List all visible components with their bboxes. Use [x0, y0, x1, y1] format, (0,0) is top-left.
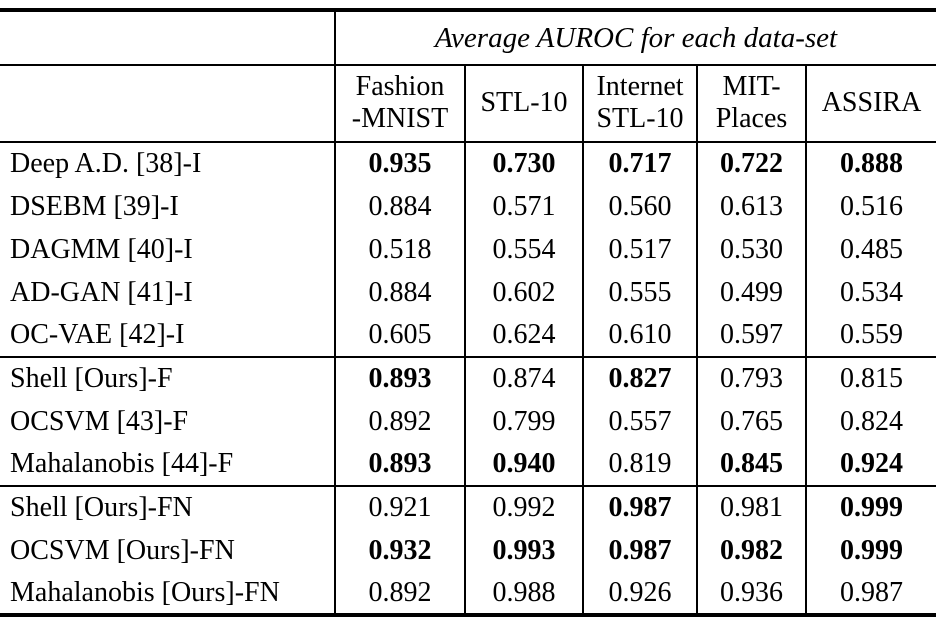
value-cell: 0.717	[582, 142, 697, 185]
value-cell: 0.893	[334, 443, 465, 486]
value-cell: 0.613	[696, 185, 806, 228]
row-group-image-space-methods: Deep A.D. [38]-I 0.935 0.730 0.717 0.722 0.88…	[0, 142, 936, 357]
row-label-shell-ours-fn: Shell [Ours]-FN	[10, 492, 193, 523]
value-cell: 0.571	[464, 185, 583, 228]
value-cell: 0.799	[464, 400, 583, 443]
value-cell: 0.554	[464, 228, 583, 271]
value-cell: 0.555	[582, 271, 697, 314]
column-header-row: Fashion -MNIST STL-10 Internet STL-10 MIT- …	[0, 65, 936, 143]
value-cell: 0.518	[334, 228, 465, 271]
value-cell: 0.940	[464, 443, 583, 486]
value-cell: 0.516	[804, 185, 936, 228]
value-cell: 0.999	[804, 529, 936, 572]
row-label-dsebm-39-i: DSEBM [39]-I	[10, 190, 179, 222]
value-cell: 0.999	[804, 486, 936, 529]
value-cell: 0.559	[804, 314, 936, 357]
column-header-fashion-mnist: Fashion -MNIST	[334, 65, 465, 143]
value-cell: 0.884	[334, 271, 465, 314]
table-row: DAGMM [40]-I 0.518 0.554 0.517 0.530 0.485	[0, 228, 936, 271]
column-header-assira: ASSIRA	[804, 65, 936, 143]
corner-cell	[0, 10, 335, 66]
column-header-mit-places: MIT- Places	[696, 65, 806, 143]
value-cell: 0.993	[464, 529, 583, 572]
row-label-ad-gan-41-i: AD-GAN [41]-I	[10, 276, 193, 308]
row-label-mahalanobis-44-f: Mahalanobis [44]-F	[10, 448, 234, 479]
row-group-feature-norm-methods: Shell [Ours]-FN 0.921 0.992 0.987 0.981 0.999…	[0, 486, 936, 615]
value-cell: 0.893	[334, 357, 465, 400]
value-cell: 0.892	[334, 572, 465, 615]
column-header-stl-10: STL-10	[464, 65, 583, 143]
value-cell: 0.924	[804, 443, 936, 486]
row-label-oc-vae-42-i: OC-VAE [42]-I	[10, 319, 185, 350]
value-cell: 0.517	[582, 228, 697, 271]
value-cell: 0.597	[696, 314, 806, 357]
value-cell: 0.819	[582, 443, 697, 486]
value-cell: 0.992	[464, 486, 583, 529]
value-cell: 0.499	[696, 271, 806, 314]
value-cell: 0.892	[334, 400, 465, 443]
value-cell: 0.560	[582, 185, 697, 228]
value-cell: 0.981	[696, 486, 806, 529]
value-cell: 0.827	[582, 357, 697, 400]
table-row: Mahalanobis [Ours]-FN 0.892 0.988 0.926 0.93…	[0, 572, 936, 615]
value-cell: 0.935	[334, 142, 465, 185]
table-row: OC-VAE [42]-I 0.605 0.624 0.610 0.597 0.559	[0, 314, 936, 357]
value-cell: 0.824	[804, 400, 936, 443]
value-cell: 0.888	[804, 142, 936, 185]
value-cell: 0.987	[582, 529, 697, 572]
value-cell: 0.557	[582, 400, 697, 443]
value-cell: 0.936	[696, 572, 806, 615]
value-cell: 0.730	[464, 142, 583, 185]
value-cell: 0.988	[464, 572, 583, 615]
table-row: OCSVM [Ours]-FN 0.932 0.993 0.987 0.982 0.999	[0, 529, 936, 572]
row-label-shell-ours-f: Shell [Ours]-F	[10, 363, 173, 394]
value-cell: 0.793	[696, 357, 806, 400]
table-row: Shell [Ours]-FN 0.921 0.992 0.987 0.981 0.999	[0, 486, 936, 529]
value-cell: 0.987	[582, 486, 697, 529]
value-cell: 0.485	[804, 228, 936, 271]
table-row: AD-GAN [41]-I 0.884 0.602 0.555 0.499 0.534	[0, 271, 936, 314]
table-row: Shell [Ours]-F 0.893 0.874 0.827 0.793 0.815	[0, 357, 936, 400]
value-cell: 0.624	[464, 314, 583, 357]
table-row: Deep A.D. [38]-I 0.935 0.730 0.717 0.722 0.88…	[0, 142, 936, 185]
row-label-ocsvm-43-f: OCSVM [43]-F	[10, 405, 189, 437]
value-cell: 0.605	[334, 314, 465, 357]
spanner-row: Average AUROC for each data-set	[0, 10, 936, 66]
value-cell: 0.610	[582, 314, 697, 357]
row-label-header	[0, 65, 335, 143]
value-cell: 0.534	[804, 271, 936, 314]
column-header-internet-stl-10: Internet STL-10	[582, 65, 697, 143]
value-cell: 0.884	[334, 185, 465, 228]
value-cell: 0.602	[464, 271, 583, 314]
value-cell: 0.530	[696, 228, 806, 271]
value-cell: 0.982	[696, 529, 806, 572]
value-cell: 0.765	[696, 400, 806, 443]
table-row: OCSVM [43]-F 0.892 0.799 0.557 0.765 0.824	[0, 400, 936, 443]
row-label-dagmm-40-i: DAGMM [40]-I	[10, 233, 193, 265]
row-group-feature-space-methods: Shell [Ours]-F 0.893 0.874 0.827 0.793 0.815 O…	[0, 357, 936, 486]
value-cell: 0.722	[696, 142, 806, 185]
row-label-mahalanobis-ours-fn: Mahalanobis [Ours]-FN	[10, 576, 280, 608]
auroc-results-table: Average AUROC for each data-set Fashion …	[0, 8, 936, 617]
value-cell: 0.845	[696, 443, 806, 486]
row-label-ocsvm-ours-fn: OCSVM [Ours]-FN	[10, 534, 235, 566]
spanner-title: Average AUROC for each data-set	[333, 10, 936, 66]
row-label-deep-a-d-38-i: Deep A.D. [38]-I	[10, 148, 202, 179]
table-row: Mahalanobis [44]-F 0.893 0.940 0.819 0.845 0.…	[0, 443, 936, 486]
value-cell: 0.921	[334, 486, 465, 529]
value-cell: 0.874	[464, 357, 583, 400]
value-cell: 0.815	[804, 357, 936, 400]
value-cell: 0.987	[804, 572, 936, 615]
value-cell: 0.926	[582, 572, 697, 615]
value-cell: 0.932	[334, 529, 465, 572]
table-row: DSEBM [39]-I 0.884 0.571 0.560 0.613 0.516	[0, 185, 936, 228]
